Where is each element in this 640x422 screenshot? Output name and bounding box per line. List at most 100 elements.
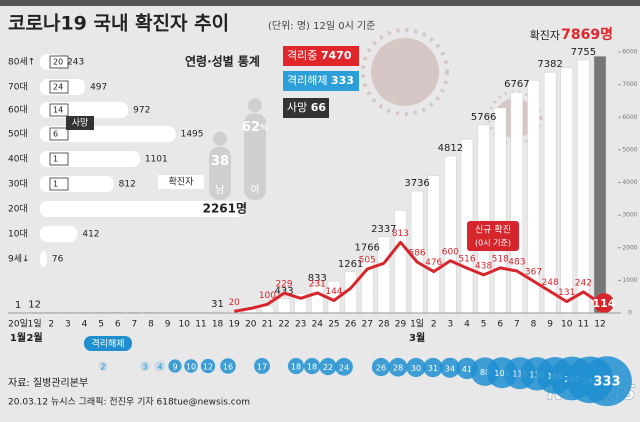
released-bubble [406,357,426,377]
bar-value-label: 5766 [471,112,496,123]
x-tick-label: 6 [115,320,121,330]
line-value-label: 600 [442,247,459,257]
death-value: 24 [53,83,63,92]
released-bubble [168,359,182,373]
bar-value-label: 1261 [338,259,363,270]
person-head [213,131,227,146]
x-tick-label: 4 [82,320,88,330]
person-head [248,98,262,113]
age-bar [40,201,246,217]
released-bubble [200,358,216,374]
status-label: 사망 66 [287,101,326,114]
death-value: 1 [53,180,58,189]
age-label: 30대 [8,179,28,190]
death-box [49,103,69,117]
subtitle: (단위: 명) 12일 0시 기준 [268,19,375,32]
total-name: 확진자 [530,29,560,42]
x-tick-label: 9 [547,320,553,330]
line-value-label: 231 [309,279,326,289]
x-tick-label: 18 [212,320,224,330]
status-value: 333 [331,74,354,87]
title: 코로나19 국내 확진자 추이 [8,12,229,35]
x-tick-label: 2 [431,320,437,330]
x-tick-label: 27 [361,320,372,330]
bar-value-label: 4812 [438,143,463,154]
released-value: 41 [462,365,472,374]
bar [477,124,490,314]
x-tick-label: 11 [195,320,206,330]
x-tick-label: 8 [531,320,537,330]
line-value-label: 20 [228,298,240,308]
month-label: 3월 [409,332,425,344]
death-value: 14 [53,106,63,115]
gender-value: 62% [242,120,268,135]
status-label: 격리해제 333 [287,73,354,87]
bar [261,306,274,314]
bar [427,175,440,314]
x-tick-label: 3 [447,320,453,330]
y-tick-label: 4000 [622,179,637,186]
line-value-label: 438 [475,261,492,271]
credit: 20.03.12 뉴시스 그래픽: 전진우 기자 618tue@newsis.c… [8,397,250,408]
confirmed-legend: 확진자 [169,176,195,188]
x-tick-label: 3 [65,320,71,330]
x-tick-label: 5 [98,320,104,330]
x-tick-label: 10 [179,320,191,330]
released-bubble [139,360,151,372]
death-box [49,80,69,94]
released-value: 9 [172,363,177,372]
death-legend: 사망 [72,118,89,129]
released-bubble [440,357,460,378]
status-box [283,46,359,66]
gender-value-number: 62 [242,120,260,135]
x-tick-label: 10 [561,320,573,330]
age-label: 60대 [8,105,28,116]
status-value: 7470 [321,49,352,62]
y-tick-label: 1000 [622,277,637,284]
y-tick-label: 3000 [622,212,637,219]
age-value-label: 76 [52,255,64,265]
x-tick-label: 7 [132,320,138,330]
age-value-label: 412 [82,230,99,240]
age-label: 80세↑ [8,57,35,68]
released-value: 30 [411,364,421,373]
bar-value-label: 6767 [504,79,529,90]
line-value-label: 476 [425,258,442,268]
age-label: 50대 [8,129,28,140]
status-label: 격리중 7470 [287,49,352,62]
age-value-label: 2261명 [203,202,247,216]
line-value-label: 505 [359,256,376,266]
month-label: 2월 [27,332,43,344]
age-bar [40,251,47,267]
bar [444,155,457,314]
line-value-label: 144 [325,287,342,297]
released-value: 2 [100,363,105,372]
death-box [49,152,69,166]
age-bar [40,226,78,242]
y-tick-label: 8000 [622,49,637,56]
released-value: 34 [445,364,455,373]
line-value-label: 100 [259,291,276,301]
status-name: 격리중 [287,49,317,62]
released-bubble [184,359,198,373]
bar-value-label: 1 [15,300,21,311]
x-tick-label: 19 [228,320,240,330]
gender-value-number: 38 [211,153,229,168]
line-value-label: 813 [392,229,409,239]
x-tick-label: 4 [464,320,470,330]
released-bubble [423,357,443,378]
released-bubble [335,357,353,376]
line [233,240,601,313]
age-value-label: 1495 [181,130,204,140]
age-label: 20대 [8,204,28,215]
released-bubble [154,360,166,372]
status-value: 66 [311,101,327,114]
gender-label: 남 [215,184,224,196]
bar-value-label: 433 [275,286,294,297]
x-tick-label: 1일 [28,319,42,330]
line-value-label: 114 [593,297,616,310]
annotation: (0시 기준) [475,239,511,248]
released-bubble [319,357,337,376]
y-tick-label: 6000 [622,114,637,121]
age-value-label: 243 [67,58,84,68]
